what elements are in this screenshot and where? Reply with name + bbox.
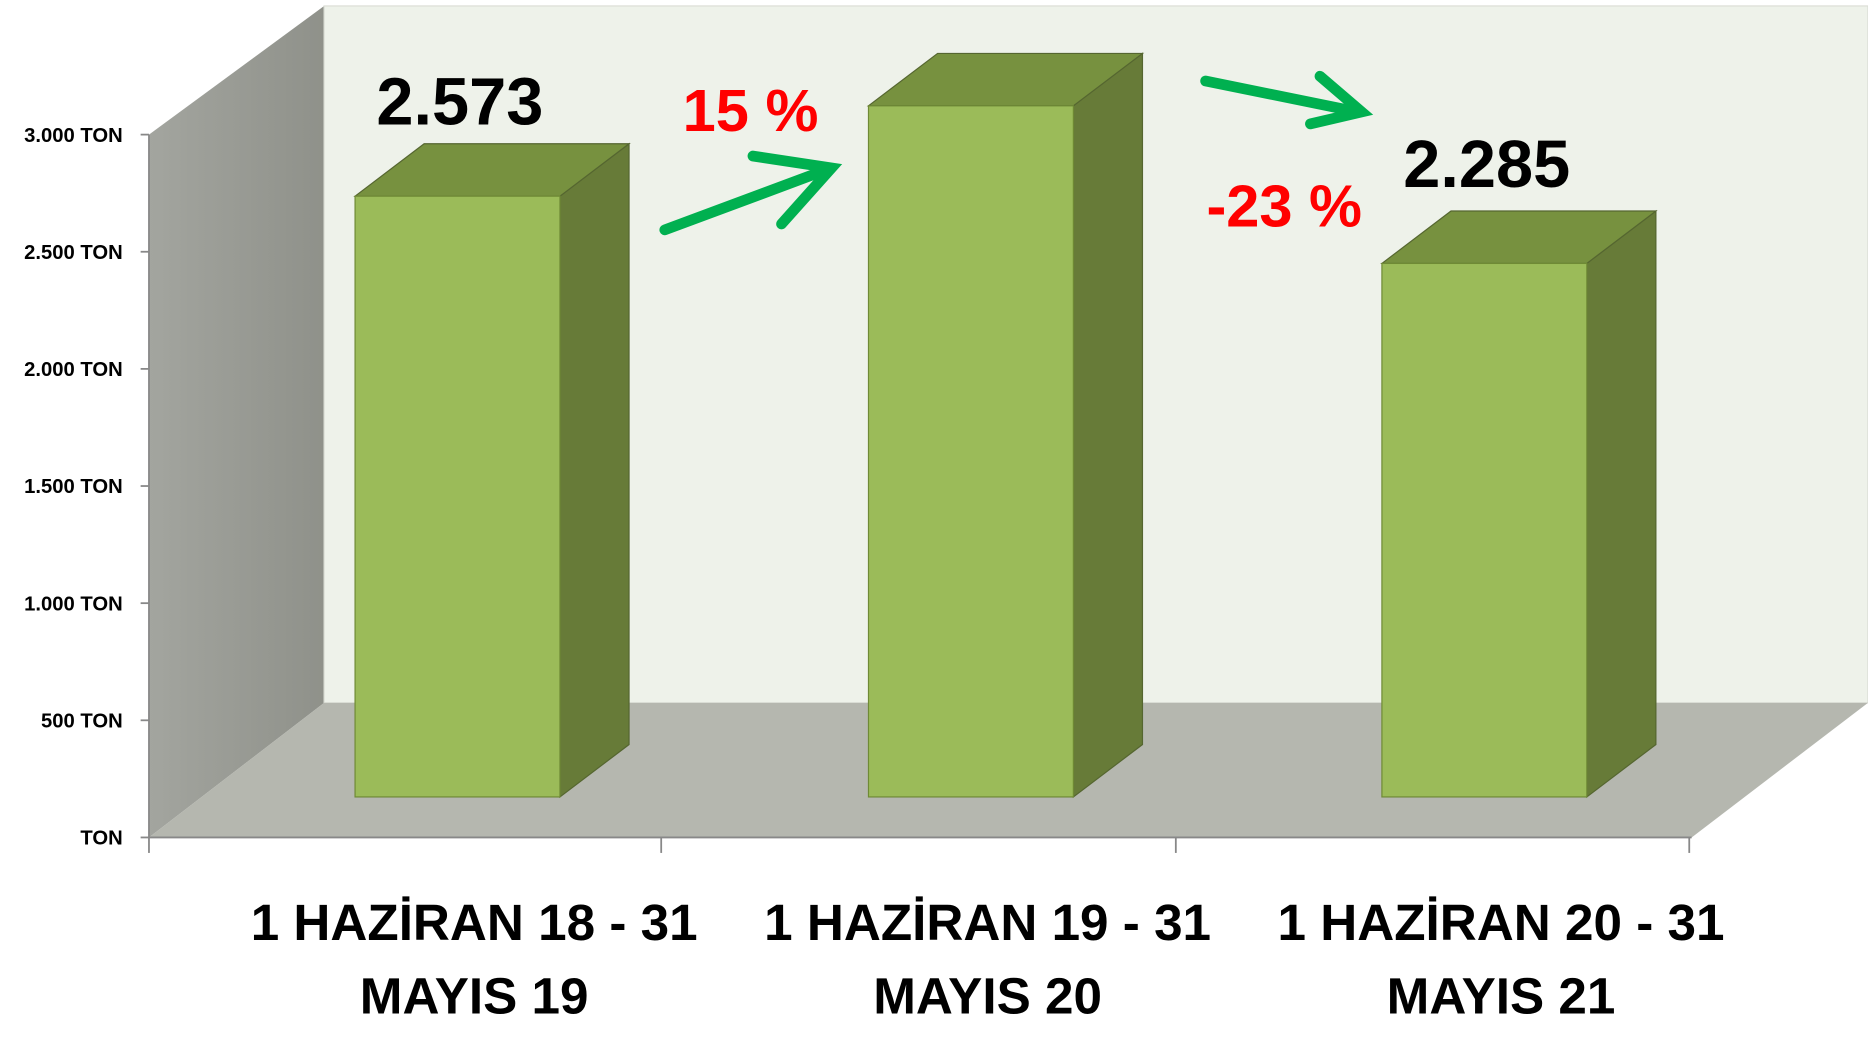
y-tick-label: 500 TON [41,710,123,732]
y-tick-label: 1.000 TON [24,593,123,615]
x-tick-label: 1 HAZİRAN 19 - 31 MAYIS 20 [764,894,1212,1026]
value-label: 2.285 [1403,128,1570,202]
bar-side [1072,52,1144,799]
side-wall [148,5,325,838]
x-label-box: 1 HAZİRAN 19 - 31 MAYIS 20 [764,894,1212,1026]
bar-side [559,142,630,799]
y-tick-label: 2.500 TON [24,242,123,264]
x-tick-label: 1 HAZİRAN 20 - 31 MAYIS 21 [1277,894,1725,1026]
y-tick-label: 3.000 TON [24,125,123,147]
bar [354,195,561,798]
annotation: -23 % [1206,172,1362,239]
annotation: 15 % [683,77,819,144]
x-ticks [148,837,1691,853]
y-tick-label: TON [80,828,122,850]
x-label-box: 1 HAZİRAN 20 - 31 MAYIS 21 [1277,894,1725,1026]
arrows [659,70,1374,236]
y-tick-label: 2.000 TON [24,359,123,381]
bar [867,105,1074,798]
bar [1381,262,1588,798]
x-tick-label: 1 HAZİRAN 18 - 31 MAYIS 19 [250,894,698,1026]
y-tick-label: 1.500 TON [24,476,123,498]
bar-side [1586,209,1657,799]
value-label: 2.573 [376,66,543,140]
x-label-box: 1 HAZİRAN 18 - 31 MAYIS 19 [250,894,698,1026]
